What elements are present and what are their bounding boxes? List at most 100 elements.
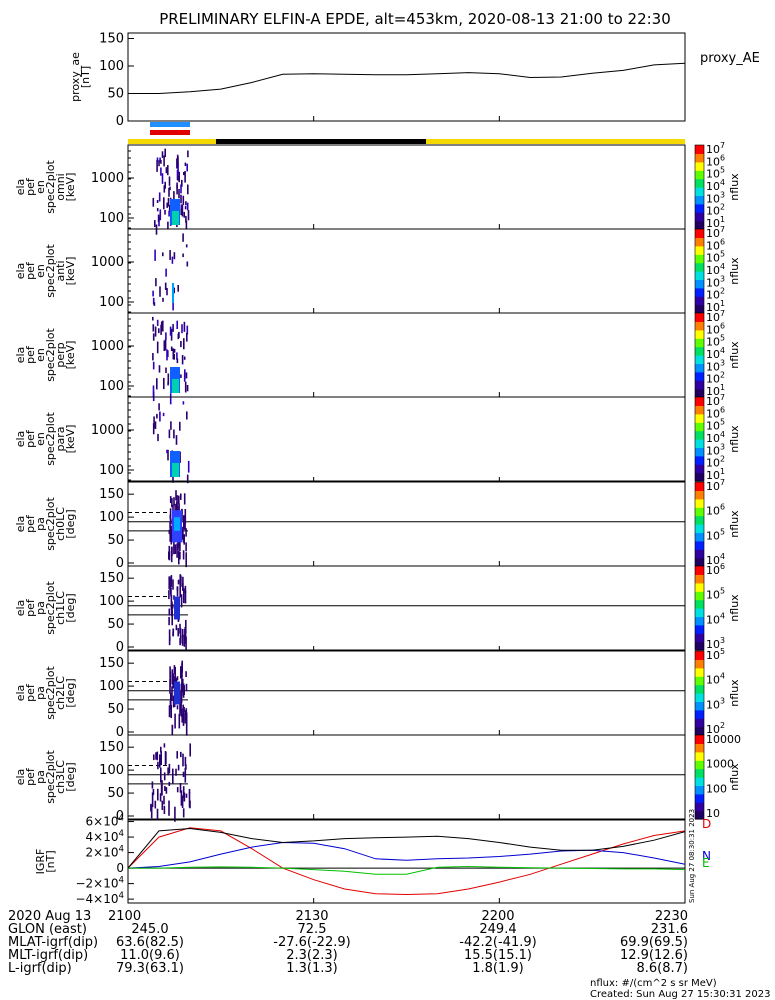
- spectrogram-pixel: [167, 197, 170, 207]
- spectrogram-pixel: [170, 692, 172, 709]
- colorbar-label: 104: [706, 552, 725, 567]
- spectrogram-pixel: [161, 780, 163, 796]
- y-tick-label: 50: [107, 702, 124, 717]
- spectrogram-pixel: [155, 278, 157, 287]
- colorbar-segment: [695, 388, 704, 398]
- y-axis-label-line: pef: [24, 598, 37, 617]
- spectrogram-pixel: [152, 290, 154, 297]
- spectrogram-pixel: [165, 268, 167, 277]
- colorbar-unit-text: nflux: [728, 679, 741, 707]
- spectrogram-pixel: [160, 767, 162, 783]
- orbit-cell: 79.3(63.1): [116, 961, 184, 976]
- colorbar-segment: [695, 608, 704, 617]
- spectrogram-pixel: [156, 751, 159, 761]
- spectrogram-pixel: [156, 319, 159, 326]
- spectrogram-pixel: [159, 754, 161, 768]
- spectrogram-pixel: [179, 703, 181, 716]
- spectrogram-pixel: [181, 635, 184, 646]
- colorbar-segment: [695, 170, 704, 180]
- colorbar-segment: [695, 212, 704, 222]
- spectrogram-pixel: [181, 795, 184, 808]
- spectrogram-pixel: [170, 421, 172, 430]
- colorbar-segment: [695, 153, 704, 163]
- spectrogram-pixel: [176, 751, 178, 759]
- spectrogram-pixel: [154, 249, 156, 261]
- y-axis-label-line: pef: [24, 177, 37, 196]
- colorbar-unit-text: nflux: [728, 341, 741, 369]
- spectrogram-pixel: [154, 326, 157, 337]
- spectrogram-pixel: [166, 288, 168, 296]
- spectrogram-pixel: [156, 208, 159, 212]
- colorbar-segment: [695, 498, 704, 508]
- spectrogram-pixel: [170, 587, 172, 597]
- y-axis-label-line: ch3LC: [54, 760, 67, 794]
- spectrogram-pixel: [173, 353, 175, 360]
- spectrogram-pixel: [168, 551, 171, 561]
- y-axis-label-line: [keV]: [64, 425, 77, 454]
- spectrogram-pixel: [156, 413, 158, 419]
- spectrogram-pixel: [173, 429, 175, 439]
- colorbar-label: 104: [706, 611, 725, 626]
- spectrogram-pixel: [182, 704, 184, 719]
- colorbar-segment: [695, 490, 704, 500]
- spectrogram-pixel: [160, 751, 162, 766]
- spectrogram-pixel: [156, 341, 159, 354]
- spectrogram-pixel: [164, 148, 166, 158]
- spectrogram-pixel: [181, 355, 184, 365]
- pa-panel-frame: [127, 650, 686, 736]
- spectrogram-pixel: [185, 372, 188, 379]
- spectrogram-pixel: [184, 585, 187, 594]
- spectrogram-pixel: [176, 352, 178, 360]
- spectrogram-pixel: [169, 250, 171, 260]
- orbit-cell: 8.6(8.7): [637, 961, 689, 976]
- colorbar-segment: [695, 271, 704, 280]
- spectrogram-pixel: [179, 574, 181, 585]
- y-axis-label-line: pa: [34, 517, 47, 531]
- colorbar-label: 1000: [706, 758, 734, 771]
- y-axis-label-line: ela: [14, 179, 27, 196]
- spectrogram-pixel: [178, 495, 180, 505]
- spectrogram-pixel: [189, 743, 191, 757]
- colorbar-segment: [695, 633, 704, 643]
- spectrogram-pixel: [185, 764, 187, 770]
- spectrogram-pixel: [171, 610, 173, 626]
- colorbar-segment: [695, 304, 704, 314]
- spectrogram-pixel: [179, 783, 182, 793]
- colorbar-label: 105: [706, 166, 725, 181]
- spectrogram-pixel: [187, 460, 190, 473]
- y-axis-label-line: spec2plot: [44, 328, 57, 382]
- orbit-cell: 11.0(9.6): [120, 948, 180, 963]
- spectrogram-pixel: [177, 617, 180, 622]
- colorbar-unit-text: nflux: [728, 425, 741, 453]
- y-tick-label: 50: [107, 533, 124, 548]
- spectrogram-pixel: [186, 332, 188, 342]
- colorbar-segment: [695, 659, 704, 669]
- spectrogram-pixel: [167, 221, 169, 229]
- spectrogram-pixel: [168, 616, 170, 626]
- spectrogram-pixel: [181, 682, 183, 696]
- spectrogram-pixel: [165, 367, 167, 373]
- spectrogram-pixel: [166, 449, 168, 454]
- spectrogram-pixel: [173, 497, 175, 506]
- spectrogram-pixel: [169, 678, 171, 694]
- colorbar-label: 105: [706, 250, 725, 265]
- y-tick-label: 1000: [91, 255, 124, 270]
- spectrogram-pixel: [184, 710, 186, 724]
- colorbar-label: 103: [706, 696, 725, 711]
- y-tick-label: 4×104: [86, 829, 124, 844]
- spectrogram-pixel: [163, 185, 166, 193]
- y-axis-label-line: pa: [34, 601, 47, 615]
- spectrogram-pixel: [162, 252, 164, 257]
- spectrogram-pixel: [183, 211, 185, 218]
- spectrogram-pixel: [187, 150, 189, 158]
- colorbar-label: 103: [706, 442, 725, 457]
- spectrogram-pixel: [184, 629, 186, 639]
- colorbar-segment: [695, 684, 704, 694]
- orbit-cell: 15.5(15.1): [464, 948, 532, 963]
- y-tick-label: 100: [99, 463, 124, 478]
- spectrogram-pixel: [170, 328, 173, 341]
- colorbar-segment: [695, 195, 704, 205]
- spectrogram-pixel: [152, 789, 155, 796]
- colorbar-label: 102: [706, 287, 725, 302]
